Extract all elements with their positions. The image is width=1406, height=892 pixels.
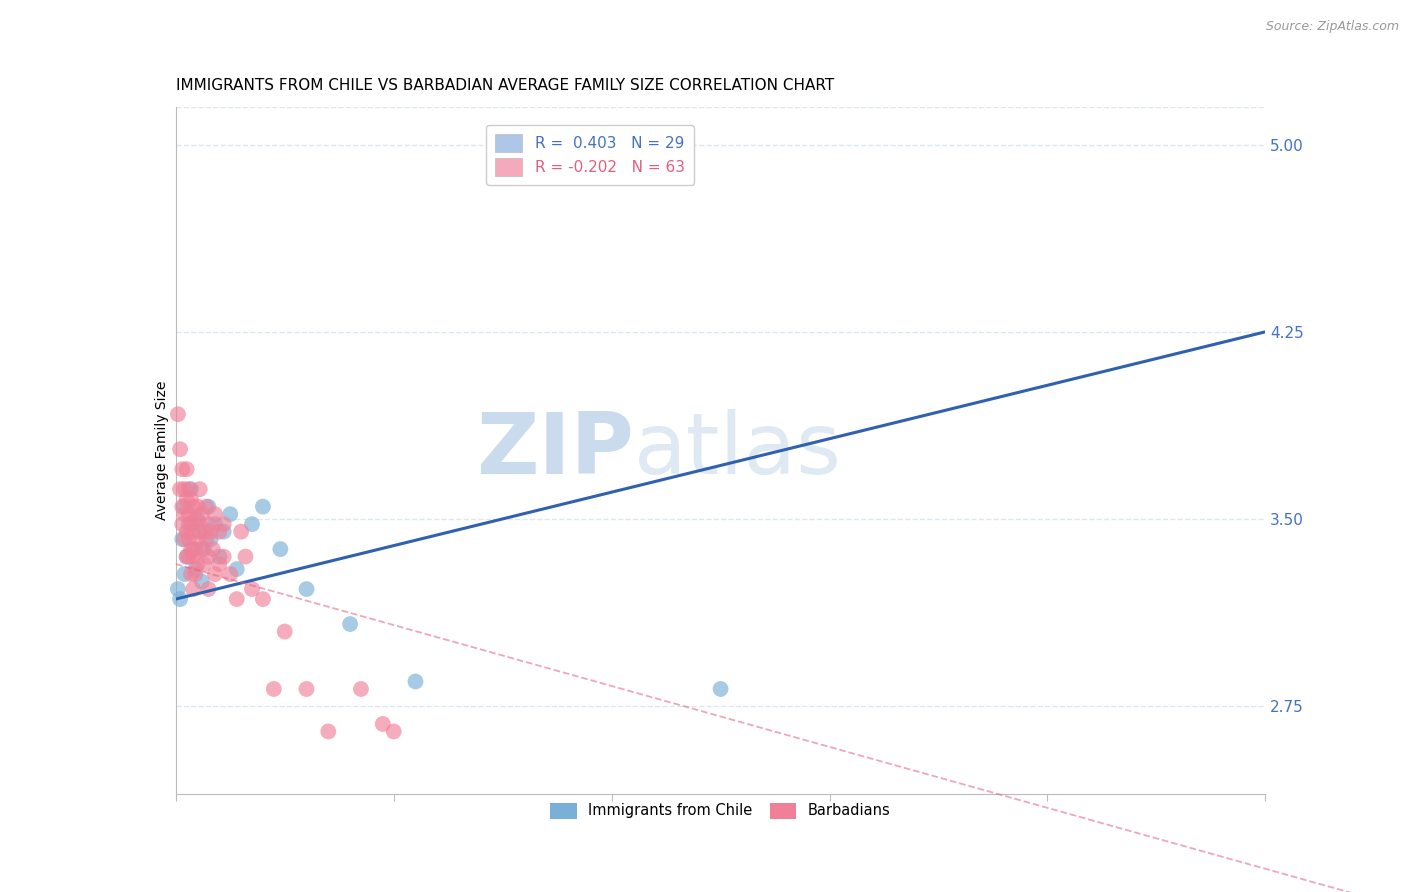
Point bbox=[177, 549, 200, 564]
Point bbox=[180, 542, 202, 557]
Point bbox=[193, 542, 215, 557]
Point bbox=[201, 542, 224, 557]
Point bbox=[176, 549, 198, 564]
Point bbox=[193, 557, 215, 571]
Point bbox=[186, 532, 209, 546]
Point bbox=[186, 512, 209, 526]
Point bbox=[197, 500, 219, 514]
Point bbox=[191, 542, 214, 557]
Point bbox=[318, 724, 340, 739]
Point bbox=[235, 549, 257, 564]
Point bbox=[269, 542, 291, 557]
Point bbox=[195, 500, 218, 514]
Point bbox=[295, 582, 318, 596]
Point bbox=[252, 592, 274, 607]
Point bbox=[177, 482, 200, 496]
Point bbox=[295, 681, 318, 696]
Point bbox=[195, 532, 218, 546]
Point bbox=[212, 517, 235, 532]
Point bbox=[173, 532, 195, 546]
Point bbox=[180, 517, 202, 532]
Point bbox=[173, 507, 195, 521]
Point bbox=[176, 492, 198, 507]
Point bbox=[184, 542, 207, 557]
Point bbox=[263, 681, 285, 696]
Point bbox=[219, 567, 242, 582]
Point bbox=[176, 462, 198, 476]
Point bbox=[197, 549, 219, 564]
Point bbox=[173, 567, 195, 582]
Point bbox=[225, 562, 247, 576]
Point bbox=[274, 624, 297, 639]
Point bbox=[177, 507, 200, 521]
Point bbox=[186, 500, 209, 514]
Point bbox=[184, 512, 207, 526]
Point bbox=[204, 507, 226, 521]
Point bbox=[405, 674, 427, 689]
Point bbox=[191, 507, 214, 521]
Point bbox=[169, 592, 191, 607]
Point bbox=[240, 517, 263, 532]
Point bbox=[184, 562, 207, 576]
Point bbox=[231, 524, 253, 539]
Point bbox=[181, 549, 204, 564]
Point bbox=[200, 532, 222, 546]
Point bbox=[181, 524, 204, 539]
Point bbox=[219, 507, 242, 521]
Point bbox=[169, 482, 191, 496]
Text: Source: ZipAtlas.com: Source: ZipAtlas.com bbox=[1265, 20, 1399, 33]
Point bbox=[186, 557, 209, 571]
Point bbox=[188, 517, 211, 532]
Point bbox=[169, 442, 191, 457]
Legend: Immigrants from Chile, Barbadians: Immigrants from Chile, Barbadians bbox=[544, 797, 897, 824]
Point bbox=[181, 582, 204, 596]
Point bbox=[173, 482, 195, 496]
Point bbox=[225, 592, 247, 607]
Point bbox=[188, 482, 211, 496]
Text: ZIP: ZIP bbox=[475, 409, 633, 492]
Point bbox=[167, 582, 190, 596]
Point bbox=[172, 462, 194, 476]
Point bbox=[204, 567, 226, 582]
Point bbox=[181, 500, 204, 514]
Point bbox=[172, 517, 194, 532]
Point bbox=[339, 617, 361, 632]
Point bbox=[197, 517, 219, 532]
Point bbox=[350, 681, 373, 696]
Text: atlas: atlas bbox=[633, 409, 841, 492]
Point bbox=[197, 582, 219, 596]
Point bbox=[173, 500, 195, 514]
Point bbox=[382, 724, 405, 739]
Point bbox=[208, 524, 231, 539]
Point bbox=[180, 492, 202, 507]
Point bbox=[371, 717, 394, 731]
Point bbox=[180, 567, 202, 582]
Point bbox=[176, 549, 198, 564]
Y-axis label: Average Family Size: Average Family Size bbox=[155, 381, 169, 520]
Text: IMMIGRANTS FROM CHILE VS BARBADIAN AVERAGE FAMILY SIZE CORRELATION CHART: IMMIGRANTS FROM CHILE VS BARBADIAN AVERA… bbox=[176, 78, 834, 94]
Point bbox=[176, 524, 198, 539]
Point bbox=[200, 524, 222, 539]
Point bbox=[177, 517, 200, 532]
Point bbox=[172, 500, 194, 514]
Point bbox=[191, 574, 214, 589]
Point bbox=[180, 482, 202, 496]
Point bbox=[208, 557, 231, 571]
Point bbox=[240, 582, 263, 596]
Point bbox=[212, 524, 235, 539]
Point bbox=[184, 567, 207, 582]
Point bbox=[252, 500, 274, 514]
Point bbox=[172, 532, 194, 546]
Point bbox=[208, 549, 231, 564]
Point bbox=[181, 542, 204, 557]
Point bbox=[167, 407, 190, 421]
Point bbox=[177, 532, 200, 546]
Point bbox=[212, 549, 235, 564]
Point bbox=[710, 681, 733, 696]
Point bbox=[204, 517, 226, 532]
Point bbox=[193, 524, 215, 539]
Point bbox=[188, 524, 211, 539]
